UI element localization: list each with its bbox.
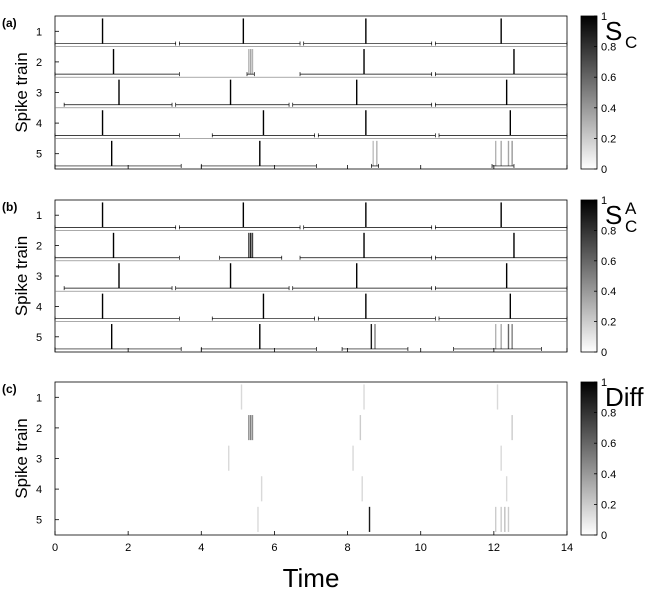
panel-label: (c) xyxy=(2,382,17,396)
colorbar-tick-label: 0.6 xyxy=(601,72,616,84)
colorbar-tick-label: 0.2 xyxy=(601,133,616,145)
colorbar-tick-label: 0.8 xyxy=(601,408,616,420)
colorbar-gradient xyxy=(580,15,598,170)
x-tick-label: 8 xyxy=(345,542,351,554)
y-tick-label: 1 xyxy=(36,392,42,404)
plot-area xyxy=(54,15,568,170)
plot-area xyxy=(54,199,568,353)
colorbar-title-subscript: C xyxy=(625,33,637,52)
colorbar-title-main: S xyxy=(605,16,622,46)
colorbar-tick-label: 0.8 xyxy=(601,42,616,54)
colorbar-tick-label: 1 xyxy=(601,11,607,23)
colorbar-tick-label: 1 xyxy=(601,195,607,207)
y-tick-label: 1 xyxy=(36,210,42,222)
y-tick-label: 1 xyxy=(36,26,42,38)
y-tick-label: 3 xyxy=(36,271,42,283)
y-tick-label: 5 xyxy=(36,515,42,527)
plot-area xyxy=(54,381,568,536)
x-tick-label: 2 xyxy=(125,542,131,554)
colorbar-title: Diff xyxy=(605,382,644,412)
colorbar-tick-label: 0.4 xyxy=(601,469,616,481)
colorbar: 0 0.2 0.4 0.6 0.8 1 xyxy=(580,195,616,359)
y-tick-label: 5 xyxy=(36,149,42,161)
x-tick-label: 6 xyxy=(271,542,277,554)
x-tick-label: 14 xyxy=(561,542,573,554)
colorbar-tick-label: 0.2 xyxy=(601,317,616,329)
colorbar-tick-label: 1 xyxy=(601,377,607,389)
colorbar-tick-label: 0.6 xyxy=(601,438,616,450)
colorbar-tick-label: 0 xyxy=(601,347,607,359)
colorbar-gradient xyxy=(580,381,598,536)
x-tick-label: 10 xyxy=(415,542,427,554)
colorbar-title-subscript: C xyxy=(625,217,637,236)
y-axis-label: Spike train xyxy=(12,236,31,316)
y-tick-label: 4 xyxy=(36,118,42,130)
colorbar-title-main: Diff xyxy=(605,382,644,412)
panel-label: (a) xyxy=(2,16,17,30)
y-tick-label: 2 xyxy=(36,57,42,69)
colorbar-gradient xyxy=(580,199,598,353)
colorbar-tick-label: 0.8 xyxy=(601,225,616,237)
colorbar-title: S xyxy=(605,16,622,46)
y-tick-label: 2 xyxy=(36,241,42,253)
x-tick-label: 4 xyxy=(198,542,204,554)
panel-label: (b) xyxy=(2,200,17,214)
colorbar: 0 0.2 0.4 0.6 0.8 1 xyxy=(580,377,616,542)
colorbar-tick-label: 0 xyxy=(601,530,607,542)
x-tick-label: 0 xyxy=(52,542,58,554)
colorbar-title: S xyxy=(605,200,622,230)
y-tick-label: 5 xyxy=(36,332,42,344)
y-tick-label: 3 xyxy=(36,88,42,100)
colorbar-tick-label: 0.4 xyxy=(601,103,616,115)
y-axis-label: Spike train xyxy=(12,52,31,132)
x-axis-label: Time xyxy=(283,563,340,593)
colorbar-tick-label: 0.2 xyxy=(601,499,616,511)
y-axis-label: Spike train xyxy=(12,418,31,498)
y-tick-label: 2 xyxy=(36,423,42,435)
colorbar-tick-label: 0 xyxy=(601,164,607,176)
x-tick-label: 12 xyxy=(488,542,500,554)
colorbar-tick-label: 0.6 xyxy=(601,256,616,268)
y-tick-label: 3 xyxy=(36,454,42,466)
colorbar: 0 0.2 0.4 0.6 0.8 1 xyxy=(580,11,616,176)
colorbar-title-superscript: A xyxy=(625,199,637,218)
colorbar-title-main: S xyxy=(605,200,622,230)
y-tick-label: 4 xyxy=(36,484,42,496)
y-tick-label: 4 xyxy=(36,301,42,313)
colorbar-tick-label: 0.4 xyxy=(601,286,616,298)
